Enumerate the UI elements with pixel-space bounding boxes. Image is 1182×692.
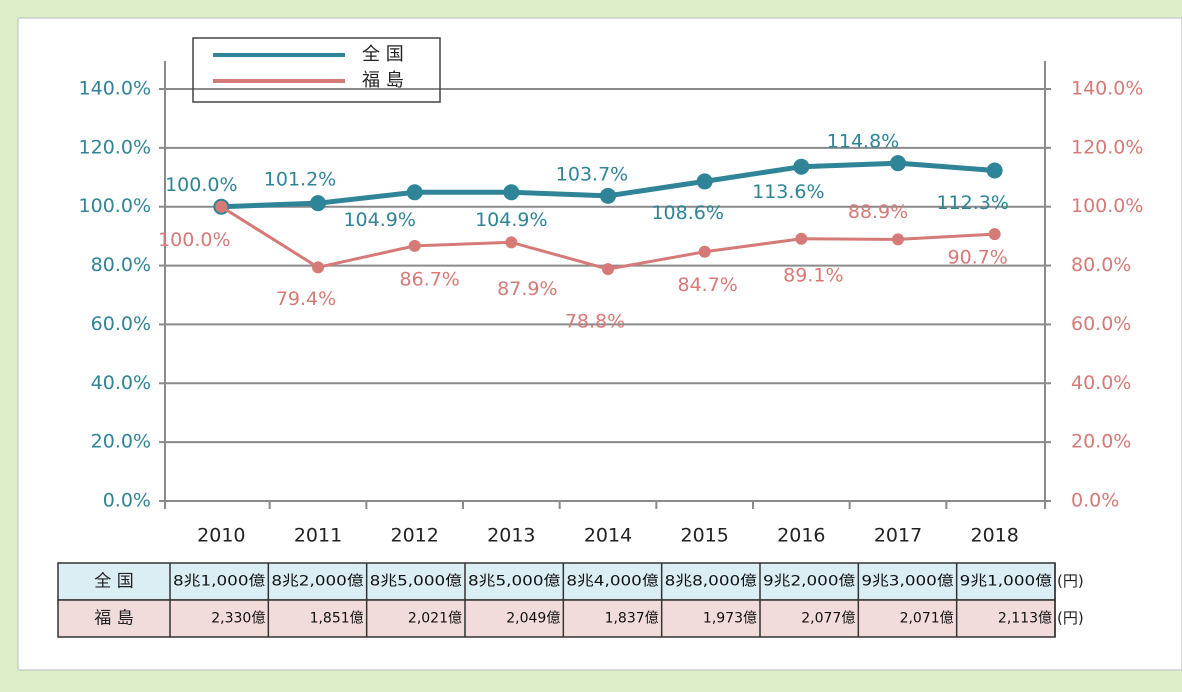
y-tick-label: 120.0% (79, 136, 151, 158)
y2-tick-label: 0.0% (1071, 490, 1119, 512)
panel (17, 17, 1182, 671)
y2-tick-label: 120.0% (1071, 136, 1143, 158)
row-header: 福 島 (94, 609, 133, 629)
table-cell: 8兆2,000億 (271, 574, 363, 590)
table-cell: 2,049億 (506, 611, 560, 627)
x-tick-label: 2013 (487, 525, 535, 547)
x-tick-label: 2014 (584, 525, 632, 547)
table-cell: 2,071億 (900, 611, 954, 627)
unit-label: (円) (1057, 572, 1084, 590)
y-tick-label: 100.0% (79, 195, 151, 217)
data-label: 86.7% (399, 268, 459, 290)
table-cell: 1,851億 (310, 611, 364, 627)
table-cell: 1,837億 (605, 611, 659, 627)
y2-tick-label: 80.0% (1071, 254, 1131, 276)
x-tick-label: 2016 (777, 525, 825, 547)
data-label: 104.9% (475, 209, 547, 231)
point (988, 228, 1001, 241)
data-label: 114.8% (827, 131, 899, 153)
point (890, 155, 906, 172)
table-cell: 9兆1,000億 (960, 574, 1052, 590)
y2-tick-label: 140.0% (1071, 78, 1143, 100)
point (793, 158, 810, 175)
data-label: 100.0% (158, 229, 230, 251)
y2-tick-label: 60.0% (1071, 313, 1131, 335)
y-tick-label: 0.0% (103, 490, 151, 512)
data-label: 101.2% (264, 169, 336, 191)
legend-label: 全 国 (362, 44, 404, 65)
data-label: 79.4% (276, 288, 336, 310)
point (312, 261, 324, 274)
table-row (57, 562, 1056, 601)
y-tick-label: 140.0% (79, 78, 151, 100)
table-cell: 2,021億 (408, 611, 462, 627)
point (503, 184, 520, 201)
data-label: 90.7% (947, 247, 1007, 269)
point (795, 232, 808, 245)
table-cell: 9兆2,000億 (763, 574, 855, 590)
y-tick-label: 80.0% (91, 254, 151, 276)
point (600, 187, 616, 204)
y2-tick-label: 40.0% (1071, 372, 1131, 394)
data-label: 100.0% (165, 174, 237, 196)
point (408, 239, 421, 252)
x-tick-label: 2015 (680, 525, 728, 547)
point (602, 263, 614, 276)
point (406, 184, 423, 201)
table-cell: 8兆5,000億 (468, 574, 560, 590)
data-label: 87.9% (497, 278, 557, 300)
table-cell: 1,973億 (703, 611, 757, 627)
point (986, 162, 1003, 179)
unit-label: (円) (1057, 609, 1084, 627)
y2-tick-label: 100.0% (1071, 195, 1143, 217)
table-cell: 8兆8,000億 (665, 574, 757, 590)
y2-tick-label: 20.0% (1071, 431, 1131, 453)
data-label: 108.6% (651, 202, 723, 224)
table-cell: 8兆4,000億 (566, 574, 658, 590)
data-label: 88.9% (848, 201, 908, 223)
table-cell: 2,113億 (998, 611, 1052, 627)
table-cell: 8兆1,000億 (173, 574, 265, 590)
table-cell: 2,077億 (801, 611, 855, 627)
legend-box (192, 37, 441, 103)
table-cell: 8兆5,000億 (370, 574, 462, 590)
point (892, 233, 904, 246)
data-label: 84.7% (677, 274, 737, 296)
point (698, 245, 711, 258)
data-label: 103.7% (556, 163, 628, 185)
y-tick-label: 40.0% (91, 372, 151, 394)
x-tick-label: 2017 (874, 525, 922, 547)
point (310, 195, 326, 212)
row-header: 全 国 (94, 572, 133, 592)
data-label: 113.6% (752, 181, 824, 203)
x-tick-label: 2010 (197, 525, 245, 547)
data-label: 112.3% (936, 192, 1008, 214)
x-tick-label: 2018 (970, 525, 1018, 547)
point (215, 200, 228, 213)
x-tick-label: 2012 (390, 525, 438, 547)
y-tick-label: 60.0% (91, 313, 151, 335)
table-cell: 9兆3,000億 (861, 574, 953, 590)
y-tick-label: 20.0% (91, 431, 151, 453)
data-label: 89.1% (783, 264, 843, 286)
point (696, 173, 713, 190)
point (505, 236, 518, 249)
data-label: 104.9% (343, 209, 415, 231)
legend-label: 福 島 (362, 70, 404, 91)
x-tick-label: 2011 (294, 525, 342, 547)
table-row (57, 599, 1056, 638)
data-label: 78.8% (565, 311, 625, 333)
table-cell: 2,330億 (211, 611, 265, 627)
